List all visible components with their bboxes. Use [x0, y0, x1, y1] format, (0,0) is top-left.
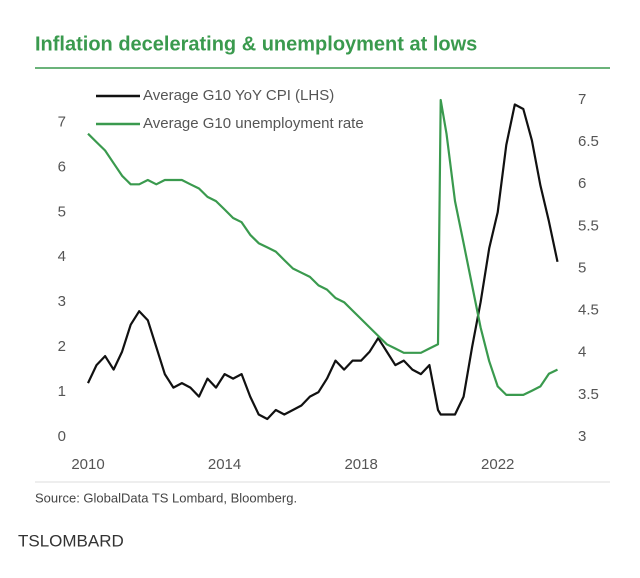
y2-tick-label: 4: [578, 344, 586, 361]
y-tick-label: 6: [58, 158, 66, 175]
legend-label: Average G10 unemployment rate: [143, 115, 364, 132]
x-tick-label: 2010: [71, 456, 104, 473]
x-tick-label: 2018: [344, 456, 377, 473]
y2-tick-label: 4.5: [578, 302, 599, 319]
y-tick-label: 3: [58, 293, 66, 310]
series-line: [87, 98, 558, 396]
y2-tick-label: 7: [578, 91, 586, 108]
y-tick-label: 1: [58, 383, 66, 400]
series-line: [87, 103, 559, 421]
source: Source: GlobalData TS Lombard, Bloomberg…: [35, 490, 297, 505]
y-tick-label: 5: [58, 203, 66, 220]
x-tick-label: 2014: [208, 456, 241, 473]
y2-tick-label: 3.5: [578, 386, 599, 403]
y2-tick-label: 6: [578, 175, 586, 192]
y2-tick-label: 6.5: [578, 133, 599, 150]
chart-title: Inflation decelerating & unemployment at…: [35, 33, 477, 55]
y-tick-label: 7: [58, 113, 66, 130]
y2-tick-label: 3: [578, 428, 586, 445]
legend-label: Average G10 YoY CPI (LHS): [143, 87, 334, 104]
y-tick-label: 0: [58, 428, 66, 445]
y-tick-label: 2: [58, 338, 66, 355]
brand: TSLOMBARD: [18, 531, 124, 550]
y-tick-label: 4: [58, 248, 66, 265]
x-tick-label: 2022: [481, 456, 514, 473]
y2-tick-label: 5: [578, 259, 586, 276]
y2-tick-label: 5.5: [578, 217, 599, 234]
